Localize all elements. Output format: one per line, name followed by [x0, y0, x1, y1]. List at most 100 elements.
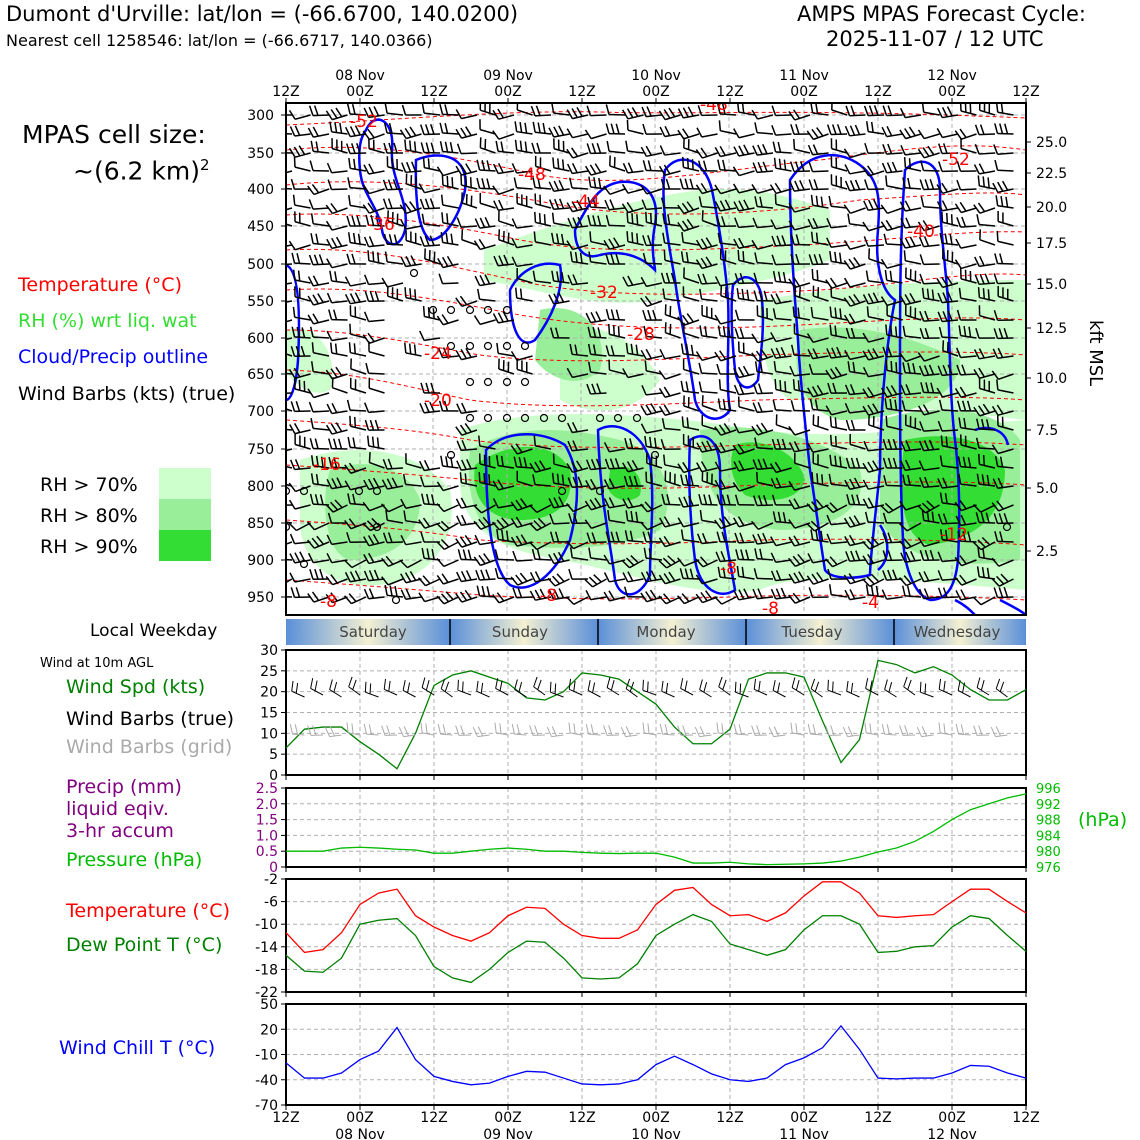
wind-barb-staff: [683, 368, 700, 375]
wind-barb-staff: [831, 282, 848, 289]
wind-barb-feather: [863, 440, 869, 452]
wind-barb: [680, 474, 700, 487]
wind-barb-feather: [997, 477, 1004, 488]
wind-barb-feather: [738, 384, 745, 395]
wind-barb: [677, 517, 700, 528]
wind-barb-feather: [956, 217, 962, 228]
wind-barb-feather: [810, 103, 814, 114]
wind-barb-feather: [854, 124, 861, 135]
wind-barb-feather: [999, 531, 1004, 542]
wind-barb: [827, 382, 848, 394]
wind-barb-feather: [363, 536, 370, 547]
wind-barb-feather: [789, 365, 795, 377]
wind-barb-feather: [314, 568, 319, 580]
wind-barb-feather: [752, 145, 758, 156]
rh-legend-80: RH > 80%: [40, 505, 138, 527]
wind-barb-feather: [426, 548, 430, 559]
wind-barb: [793, 138, 811, 154]
wind-barb: [645, 211, 663, 227]
pressure-line: [286, 793, 1027, 866]
wind-barb-feather: [757, 495, 763, 506]
wind-barb-staff: [976, 687, 990, 696]
wind-barb-feather: [566, 240, 574, 250]
wind-barb-feather: [291, 252, 296, 264]
wind-barb: [936, 182, 959, 195]
wind-barb-feather: [642, 679, 644, 691]
wind-barb: [363, 723, 379, 736]
wind-barb: [405, 453, 422, 469]
wind-barb-staff: [571, 485, 589, 489]
wind-barb-feather: [699, 679, 703, 690]
wind-barb-staff: [590, 224, 607, 227]
wind-barb-feather: [625, 678, 631, 689]
wind-barb: [677, 593, 700, 605]
wind-barb-feather: [407, 682, 411, 693]
wind-barb-feather: [856, 494, 861, 505]
wind-barb: [830, 138, 848, 154]
wind-barb-feather: [663, 593, 672, 603]
wind-barb-feather: [806, 503, 815, 513]
wind-barb-feather: [473, 520, 482, 530]
wind-barb-feather: [807, 553, 814, 564]
wind-barb-staff: [350, 333, 367, 339]
wind-barb-feather: [659, 348, 666, 360]
wind-barb-feather: [855, 457, 861, 469]
wind-barb-feather: [863, 200, 869, 211]
wind-barb-feather: [584, 519, 593, 529]
wind-barb: [751, 520, 774, 531]
weekday-saturday: Saturday: [339, 623, 407, 641]
wind-barb-feather: [420, 722, 423, 733]
label-temperature: Temperature (°C): [66, 900, 230, 922]
wind-barb: [680, 380, 700, 394]
wind-barb-staff: [368, 282, 385, 286]
wind-barb-feather: [813, 254, 819, 265]
wind-barb-feather: [402, 473, 407, 485]
wind-barb-feather: [497, 312, 504, 323]
wind-barb: [549, 327, 570, 339]
wind-barb-feather: [503, 254, 509, 265]
wind-barb-staff: [590, 371, 607, 375]
wind-barb: [916, 726, 934, 738]
wind-barb: [732, 183, 755, 194]
wind-barb-staff: [498, 220, 515, 227]
wind-barb-feather: [899, 500, 907, 511]
wind-barb-staff: [332, 207, 348, 215]
wind-barb-feather: [815, 195, 819, 207]
wind-barb-feather: [797, 380, 800, 391]
wind-barb-feather: [986, 567, 990, 579]
wind-barb: [734, 217, 755, 229]
wind-barb: [900, 459, 922, 472]
wind-barb-staff: [683, 559, 700, 567]
wind-barb-feather: [629, 438, 634, 449]
wind-barb-feather: [685, 381, 689, 392]
wind-barb: [904, 304, 922, 321]
wind-barb-feather: [990, 726, 997, 737]
wind-barb-staff: [775, 520, 792, 524]
wind-barb-staff: [868, 559, 885, 566]
wind-barb: [900, 145, 922, 156]
wind-barb-feather: [923, 365, 930, 376]
wind-barb-feather: [812, 217, 819, 229]
wind-barb-feather: [718, 120, 722, 131]
wind-barb-staff: [661, 690, 675, 698]
wind-barb-feather: [331, 478, 338, 489]
wind-barb-feather: [737, 443, 745, 453]
wind-barb-feather: [889, 270, 893, 282]
wind-barb-feather: [733, 384, 740, 395]
wind-barb: [991, 557, 1014, 567]
wind-barb-feather: [976, 566, 980, 577]
wind-barb-staff: [386, 188, 404, 191]
wind-barb: [640, 145, 663, 158]
wind-barb-feather: [658, 388, 666, 398]
wind-barb-staff: [498, 114, 515, 120]
wind-barb: [349, 305, 367, 321]
wind-barb: [326, 292, 348, 304]
wind-barb: [717, 232, 737, 246]
wind-barb-feather: [752, 534, 758, 545]
wind-barb-staff: [738, 207, 755, 212]
wind-barb: [603, 572, 626, 583]
wind-barb-feather: [388, 142, 393, 154]
wind-barb-feather: [660, 439, 666, 450]
wind-barb-staff: [313, 370, 330, 375]
wind-barb-staff: [461, 239, 478, 246]
